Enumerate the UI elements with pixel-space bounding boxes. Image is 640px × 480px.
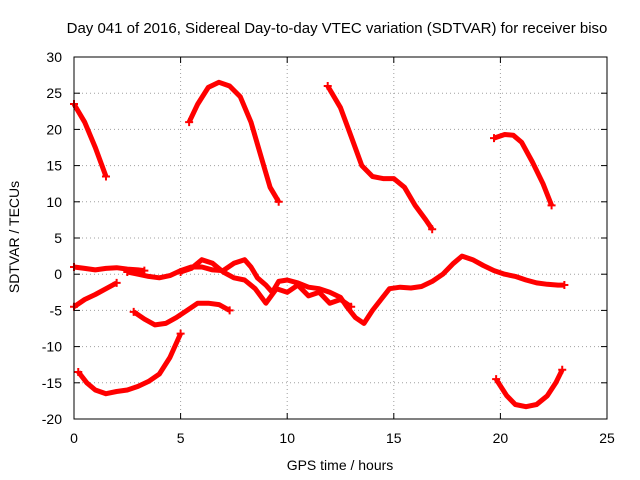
series-point-arc-mid-end	[560, 281, 569, 290]
series-point-arc-top-4-end	[547, 201, 556, 210]
series-line-arc-top-4	[493, 132, 554, 207]
series-line-arc-low-mid	[132, 300, 231, 328]
series-point-arc-bottom-right-end	[558, 365, 567, 374]
series-point-arc-low-mid-end	[225, 306, 234, 315]
series-point-arc-top-3-end	[428, 225, 437, 234]
y-axis-label: SDTVAR / TECUs	[6, 181, 22, 293]
series-line-arc-zero-left	[73, 264, 145, 274]
y-tick-label: -10	[42, 339, 62, 355]
series-line-arc-top-1	[71, 102, 109, 178]
y-tick-label: -5	[50, 302, 63, 318]
x-tick-label: 20	[493, 430, 509, 446]
series-point-arc-low-mid-start	[129, 307, 138, 316]
series-layer	[70, 79, 569, 410]
series-line-arc-bottom-right	[493, 368, 565, 410]
series-point-arc-mid-start	[123, 268, 132, 277]
series-line-arc-mid-variant	[179, 257, 353, 309]
y-tick-label: 20	[46, 121, 62, 137]
series-point-arc-top-2-start	[185, 118, 194, 127]
y-tick-label: -20	[42, 411, 62, 427]
x-tick-label: 0	[70, 430, 78, 446]
y-tick-label: 30	[46, 49, 62, 65]
series-point-arc-top-2-end	[274, 197, 283, 206]
x-tick-label: 10	[279, 430, 295, 446]
y-tick-label: 15	[46, 158, 62, 174]
grid-layer	[74, 57, 607, 419]
series-point-arc-bottom-right-start	[492, 375, 501, 384]
y-tick-label: 5	[54, 230, 62, 246]
series-line-arc-bottom-left	[76, 332, 183, 397]
series-point-arc-bottom-left-start	[74, 367, 83, 376]
x-tick-label: 5	[177, 430, 185, 446]
x-tick-label: 25	[599, 430, 615, 446]
series-point-arc-bottom-left-end	[176, 329, 185, 338]
x-axis-label: GPS time / hours	[287, 457, 394, 473]
series-point-arc-mid-variant-end	[347, 302, 356, 311]
y-tick-label: 10	[46, 194, 62, 210]
series-point-arc-left-rising-end	[112, 278, 121, 287]
series-line-arc-top-3	[325, 84, 435, 231]
series-point-arc-top-1-end	[101, 172, 110, 181]
series-line-arc-top-2	[186, 79, 281, 204]
y-tick-label: -15	[42, 375, 62, 391]
series-line-arc-left-rising	[72, 280, 118, 309]
y-tick-label: 0	[54, 266, 62, 282]
y-tick-label: 25	[46, 85, 62, 101]
series-point-arc-top-3-start	[323, 81, 332, 90]
series-point-arc-top-4-start	[490, 134, 499, 143]
tick-layer: 0 5 10 15 20 25 -20 -15 -10 -5 0 5 10 15 20 25 30	[42, 49, 615, 446]
chart-title: Day 041 of 2016, Sidereal Day-to-day VTE…	[67, 20, 608, 37]
series-point-arc-mid-variant-start	[176, 268, 185, 277]
x-tick-label: 15	[386, 430, 402, 446]
